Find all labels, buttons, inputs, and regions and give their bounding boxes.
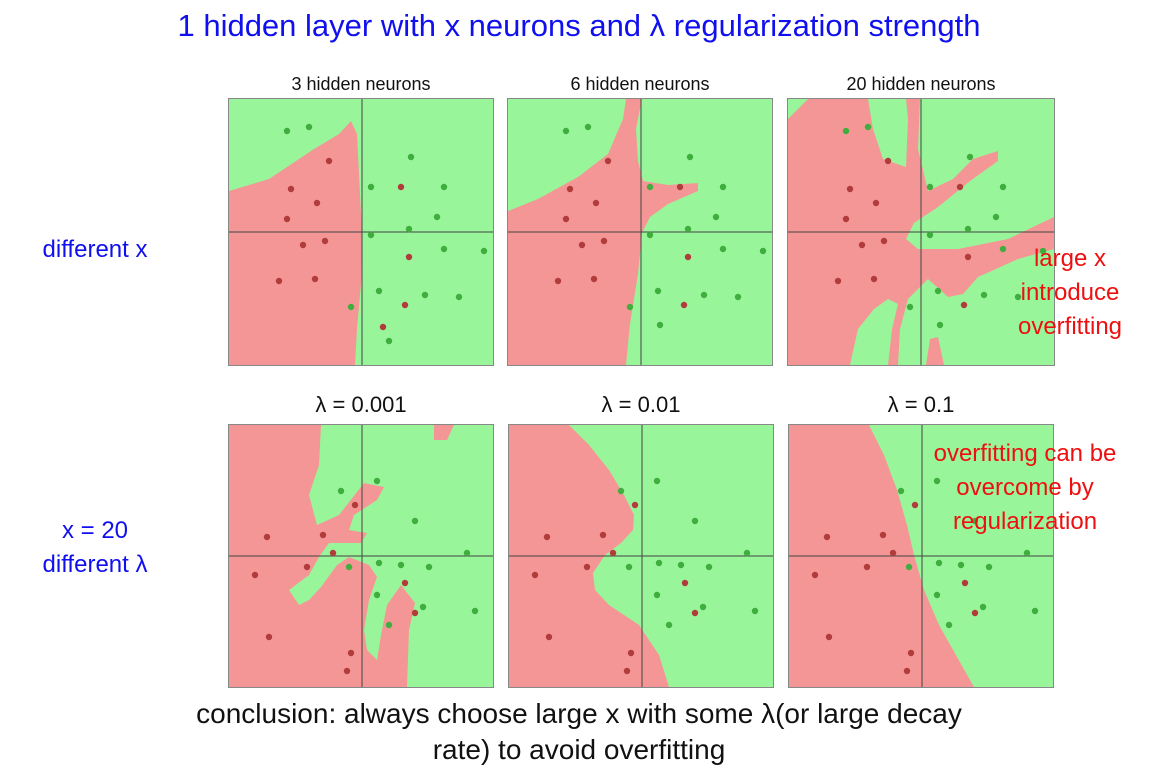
note-line-1: large x [1033, 245, 1107, 272]
note-regularization: overfitting can be overcome by regulariz… [900, 437, 1150, 539]
note-line-3: regularization [952, 508, 1098, 535]
row-label-line-2: different λ [42, 551, 148, 578]
note-line-3: overfitting [1017, 313, 1123, 340]
plot-lambda-001 [508, 424, 774, 688]
note-line-1: overfitting can be [933, 440, 1117, 467]
plot-20-neurons [787, 98, 1055, 366]
note-large-x-overfitting: large x introduce overfitting [990, 242, 1150, 344]
page-title: 1 hidden layer with x neurons and λ regu… [177, 8, 981, 43]
plot-title-lambda-001: λ = 0.01 [601, 392, 681, 417]
row-label-x-20-different-lambda: x = 20 different λ [10, 514, 180, 582]
plot-title-6-neurons: 6 hidden neurons [570, 74, 710, 94]
conclusion-text: conclusion: always choose large x with s… [0, 696, 1158, 768]
note-line-2: introduce [1020, 279, 1120, 306]
plot-lambda-0001 [228, 424, 494, 688]
plot-lambda-01 [788, 424, 1054, 688]
plot-3-neurons [228, 98, 494, 366]
plot-title-3-neurons: 3 hidden neurons [291, 74, 431, 94]
row-label-different-x: different x [42, 236, 148, 263]
plot-title-lambda-01: λ = 0.1 [887, 392, 955, 417]
conclusion-line-2: rate) to avoid overfitting [432, 734, 726, 765]
conclusion-line-1: conclusion: always choose large x with s… [196, 698, 962, 729]
plot-6-neurons [507, 98, 773, 366]
row-label-line-1: x = 20 [61, 517, 129, 544]
note-line-2: overcome by [956, 474, 1094, 501]
plot-title-20-neurons: 20 hidden neurons [846, 74, 996, 94]
plot-title-lambda-0001: λ = 0.001 [315, 392, 407, 417]
